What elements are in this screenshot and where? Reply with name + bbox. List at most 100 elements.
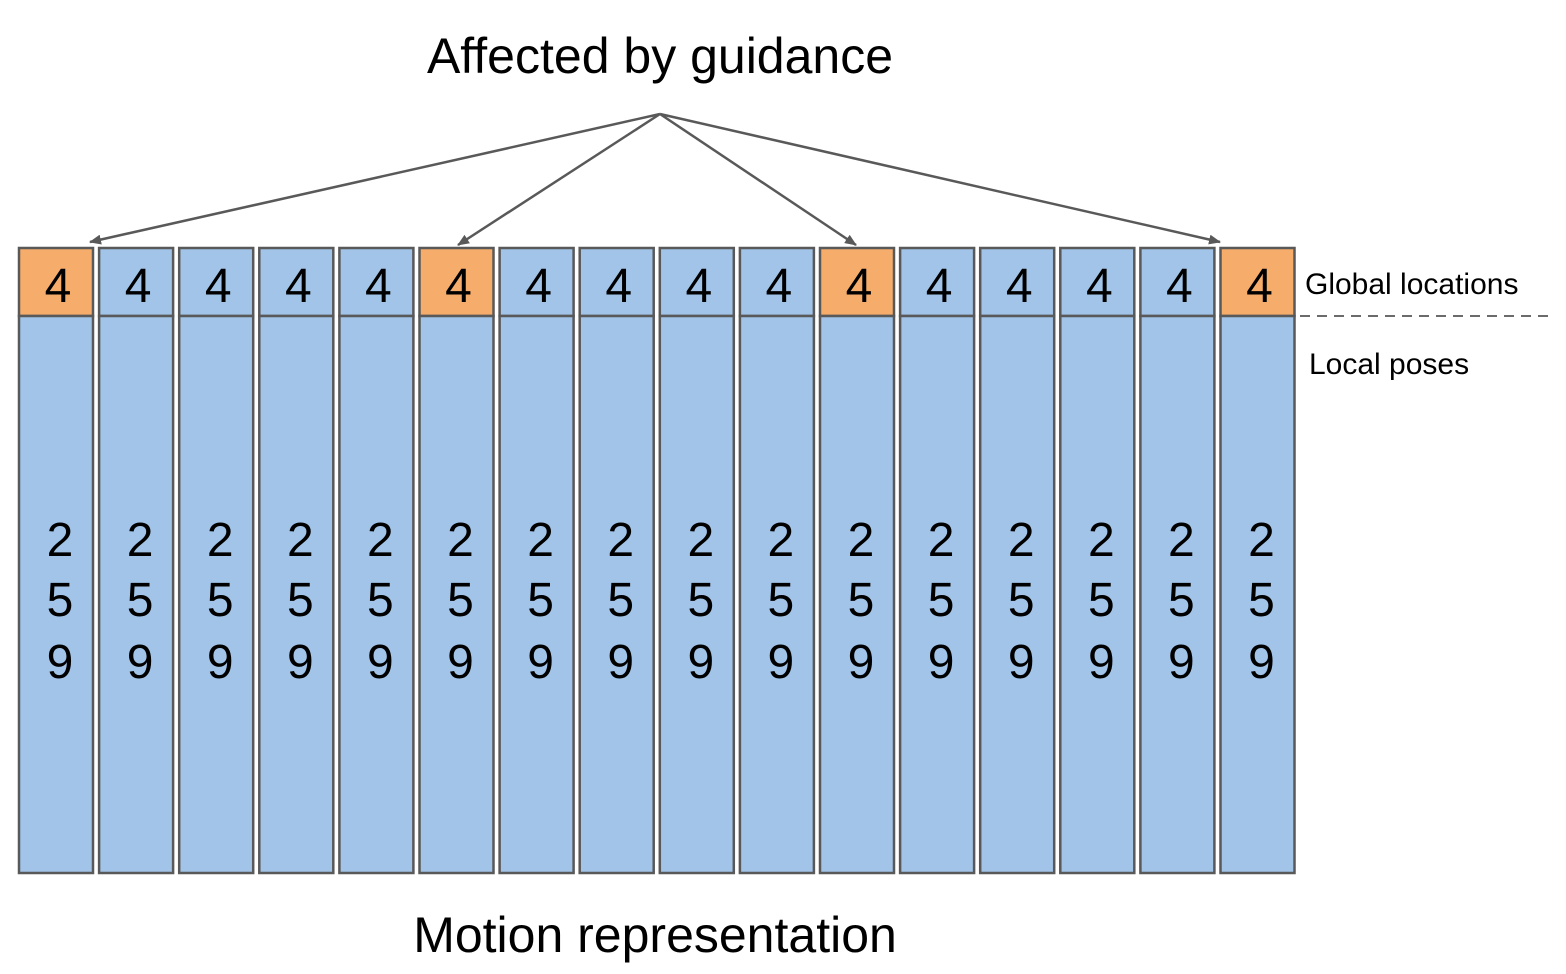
local-pose-digit: 5 bbox=[1008, 574, 1035, 627]
local-pose-digit: 2 bbox=[607, 514, 634, 567]
local-pose-digit: 5 bbox=[687, 574, 714, 627]
local-pose-cell bbox=[1059, 314, 1136, 875]
global-location-value: 4 bbox=[926, 260, 953, 313]
frame-column: 4 2 5 9 bbox=[418, 246, 495, 875]
local-pose-digit: 5 bbox=[527, 574, 554, 627]
local-pose-digit: 2 bbox=[447, 514, 474, 567]
bottom-title: Motion representation bbox=[413, 907, 897, 963]
local-pose-cell bbox=[1219, 314, 1296, 875]
frame-column: 4 2 5 9 bbox=[818, 246, 896, 875]
local-pose-cell bbox=[978, 314, 1056, 875]
global-location-cell-guided bbox=[1219, 246, 1296, 318]
local-pose-digit: 9 bbox=[47, 636, 74, 689]
guidance-arrow bbox=[457, 112, 661, 247]
local-pose-cell bbox=[17, 314, 95, 875]
local-pose-digit: 2 bbox=[207, 514, 234, 567]
local-pose-digit: 5 bbox=[287, 574, 314, 627]
global-location-value: 4 bbox=[1246, 260, 1273, 313]
global-location-value: 4 bbox=[525, 260, 552, 313]
local-pose-cell bbox=[338, 314, 415, 875]
local-pose-cell bbox=[658, 314, 736, 875]
frame-columns: 4259425942594259425942594259425942594259… bbox=[17, 246, 1296, 875]
local-pose-digit: 9 bbox=[527, 636, 554, 689]
local-pose-digit: 2 bbox=[1008, 514, 1035, 567]
local-pose-cell bbox=[898, 314, 976, 875]
local-pose-digit: 9 bbox=[127, 636, 154, 689]
local-pose-digit: 9 bbox=[1008, 636, 1035, 689]
local-pose-digit: 2 bbox=[527, 514, 554, 567]
local-pose-digit: 9 bbox=[687, 636, 714, 689]
local-pose-digit: 5 bbox=[1168, 574, 1195, 627]
local-pose-cell bbox=[258, 314, 335, 875]
global-location-cell bbox=[1139, 246, 1216, 318]
global-location-value: 4 bbox=[766, 260, 793, 313]
global-location-value: 4 bbox=[45, 260, 72, 313]
local-pose-digit: 2 bbox=[127, 514, 154, 567]
frame-column: 4 2 5 9 bbox=[738, 246, 816, 875]
global-location-value: 4 bbox=[685, 260, 712, 313]
local-pose-digit: 5 bbox=[928, 574, 955, 627]
top-title: Affected by guidance bbox=[427, 28, 893, 84]
frame-column: 4 2 5 9 bbox=[1139, 246, 1216, 875]
global-location-value: 4 bbox=[1086, 260, 1113, 313]
local-pose-digit: 5 bbox=[607, 574, 634, 627]
local-pose-digit: 5 bbox=[207, 574, 234, 627]
global-location-cell-guided bbox=[418, 246, 495, 318]
guidance-arrow bbox=[659, 112, 1221, 245]
local-pose-digit: 2 bbox=[928, 514, 955, 567]
frame-column: 4 2 5 9 bbox=[978, 246, 1056, 875]
local-pose-digit: 5 bbox=[1248, 574, 1275, 627]
local-pose-digit: 9 bbox=[367, 636, 394, 689]
global-location-value: 4 bbox=[1006, 260, 1033, 313]
local-pose-digit: 2 bbox=[1088, 514, 1115, 567]
global-location-value: 4 bbox=[445, 260, 472, 313]
guidance-arrow bbox=[89, 112, 661, 245]
guidance-arrow bbox=[659, 112, 857, 247]
local-pose-digit: 2 bbox=[1168, 514, 1195, 567]
frame-column: 4 2 5 9 bbox=[177, 246, 255, 875]
global-location-cell bbox=[738, 246, 816, 318]
frame-column: 4 2 5 9 bbox=[578, 246, 655, 875]
local-pose-digit: 9 bbox=[1088, 636, 1115, 689]
global-location-value: 4 bbox=[846, 260, 873, 313]
local-pose-cell bbox=[1139, 314, 1216, 875]
local-pose-digit: 2 bbox=[848, 514, 875, 567]
global-location-value: 4 bbox=[285, 260, 312, 313]
local-pose-digit: 2 bbox=[367, 514, 394, 567]
frame-column: 4 2 5 9 bbox=[258, 246, 335, 875]
local-pose-digit: 2 bbox=[47, 514, 74, 567]
local-pose-digit: 9 bbox=[768, 636, 795, 689]
local-pose-digit: 9 bbox=[447, 636, 474, 689]
frame-column: 4 2 5 9 bbox=[97, 246, 175, 875]
global-location-cell bbox=[1059, 246, 1136, 318]
local-pose-digit: 2 bbox=[287, 514, 314, 567]
global-location-value: 4 bbox=[205, 260, 232, 313]
local-pose-cell bbox=[738, 314, 816, 875]
global-location-value: 4 bbox=[365, 260, 392, 313]
frame-column: 4 2 5 9 bbox=[1219, 246, 1296, 875]
local-pose-digit: 9 bbox=[287, 636, 314, 689]
global-location-value: 4 bbox=[125, 260, 152, 313]
frame-column: 4 2 5 9 bbox=[338, 246, 415, 875]
frame-column: 4 2 5 9 bbox=[898, 246, 976, 875]
frame-column: 4 2 5 9 bbox=[17, 246, 95, 875]
local-pose-digit: 2 bbox=[768, 514, 795, 567]
global-location-cell bbox=[898, 246, 976, 318]
local-pose-digit: 9 bbox=[928, 636, 955, 689]
global-location-value: 4 bbox=[1166, 260, 1193, 313]
local-pose-digit: 9 bbox=[207, 636, 234, 689]
local-pose-digit: 5 bbox=[768, 574, 795, 627]
guidance-arrows bbox=[89, 112, 1221, 247]
local-pose-cell bbox=[177, 314, 255, 875]
global-location-cell-guided bbox=[17, 246, 95, 318]
local-pose-digit: 9 bbox=[607, 636, 634, 689]
local-pose-digit: 5 bbox=[47, 574, 74, 627]
frame-column: 4 2 5 9 bbox=[1059, 246, 1136, 875]
local-pose-digit: 5 bbox=[127, 574, 154, 627]
local-pose-digit: 5 bbox=[848, 574, 875, 627]
local-pose-digit: 2 bbox=[1248, 514, 1275, 567]
global-location-value: 4 bbox=[605, 260, 632, 313]
local-pose-digit: 5 bbox=[367, 574, 394, 627]
local-pose-cell bbox=[818, 314, 896, 875]
